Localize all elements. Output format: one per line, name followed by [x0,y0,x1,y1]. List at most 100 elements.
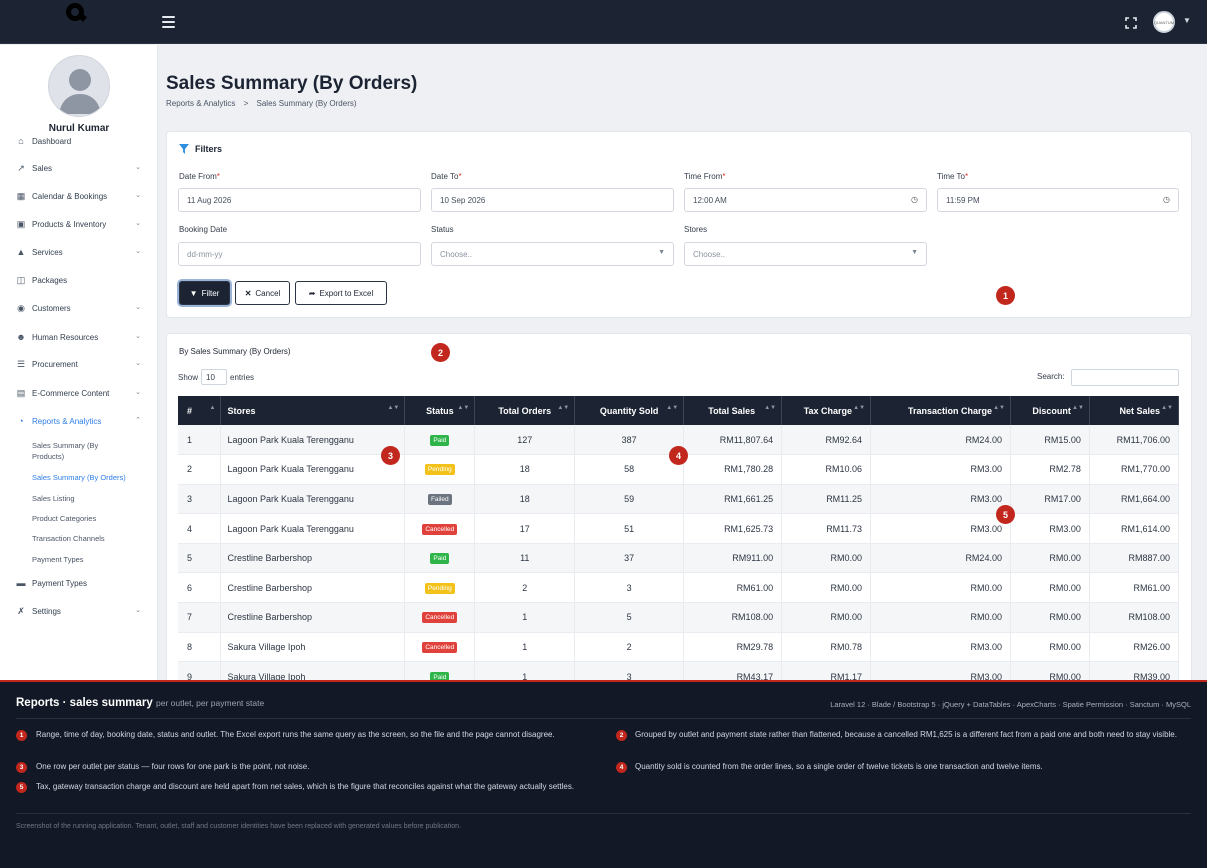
chevron-down-icon: ⌄ [135,333,141,340]
sidebar-item-services[interactable]: ▲ Services ⌄ [15,244,147,260]
sidebar-item-procurement[interactable]: ☰ Procurement ⌄ [15,356,147,372]
sidebar-item-reports[interactable]: ◔ Reports & Analytics ⌃ [15,413,147,429]
table-header-row: # ▲ Stores ▲▼ Status ▲▼ Total Orders ▲▼ Quan… [178,396,1180,425]
sidebar-item-packages[interactable]: ◫ Packages [15,272,147,288]
cell-qty: 3 [574,572,685,604]
footer-title: Reports · sales summary per outlet, per … [16,697,264,709]
col-header-total-sales[interactable]: Total Sales ▲▼ [683,396,783,425]
menu-toggle-icon[interactable] [162,16,175,28]
chevron-down-icon: ⌄ [135,164,141,171]
table-body: 1 Lagoon Park Kuala Terengganu Paid 127 387 R… [178,425,1180,692]
app-logo[interactable] [62,1,90,25]
cell-text: 2 [187,464,193,475]
cell-orders: 1 [474,632,576,663]
cell-status: Cancelled [404,513,476,544]
note-number: 5 [16,782,27,793]
cell-store: Crestline Barbershop [220,543,406,574]
booking-date-input[interactable]: dd-mm-yy [178,242,421,266]
table-row[interactable]: 7 Crestline Barbershop Cancelled 1 5 RM108.00… [178,602,1180,633]
cell-tax: RM10.06 [781,454,872,485]
submenu-sales-by-products[interactable]: Sales Summary (By Products) [32,441,99,461]
cell-text: Lagoon Park Kuala Terengganu [227,523,354,534]
user-avatar[interactable]: QUANTUM [1153,11,1175,33]
cell-text: RM10.06 [825,464,863,475]
cell-text: 5 [187,553,193,564]
fullscreen-icon[interactable] [1125,16,1137,29]
entries-select[interactable]: 10 [201,369,228,385]
sidebar-item-calendar[interactable]: ▦ Calendar & Bookings ⌄ [15,188,147,204]
table-row[interactable]: 6 Crestline Barbershop Pending 2 3 RM61.00 RM0… [178,572,1180,604]
cell-text: 2 [626,641,632,652]
chevron-down-icon[interactable]: ▼ [1183,16,1191,25]
chevron-down-icon: ⌄ [135,192,141,199]
cell-text: 127 [517,434,533,445]
chevron-down-icon: ▼ [658,249,665,256]
submenu-transaction-channels[interactable]: Transaction Channels [32,534,105,543]
cancel-button[interactable]: ✕ Cancel [235,281,290,305]
cell-text: RM911.00 [732,553,774,564]
stores-select[interactable]: Choose.. ▼ [684,242,927,266]
col-header-total-orders[interactable]: Total Orders ▲▼ [474,396,576,425]
table-row[interactable]: 1 Lagoon Park Kuala Terengganu Paid 127 387 R… [178,425,1180,456]
cell-text: 3 [187,493,193,504]
table-row[interactable]: 3 Lagoon Park Kuala Terengganu Failed 18 59 R… [178,484,1180,515]
sort-icon: ▲▼ [387,405,400,411]
cell-status: Pending [404,454,476,485]
breadcrumb-parent[interactable]: Reports & Analytics [166,99,236,108]
cell-text: RM0.00 [970,612,1002,623]
submenu-sales-listing[interactable]: Sales Listing [32,494,75,503]
sidebar-item-dashboard[interactable]: ⌂ Dashboard [15,133,147,149]
clock-icon[interactable]: ◷ [1163,195,1170,204]
col-header-transaction-charge[interactable]: Transaction Charge ▲▼ [870,396,1011,425]
sidebar-item-customers[interactable]: ◉ Customers ⌄ [15,300,147,316]
submenu-payment-types[interactable]: Payment Types [32,555,84,564]
date-from-input[interactable]: 11 Aug 2026 [178,188,421,212]
cell-qty: 51 [574,513,685,544]
sidebar-item-payment-types[interactable]: ▬ Payment Types [15,575,147,591]
users-icon: ☻ [16,332,26,342]
table-row[interactable]: 2 Lagoon Park Kuala Terengganu Pending 18 58… [178,454,1180,485]
col-header-stores[interactable]: Stores ▲▼ [220,396,406,425]
col-header-no[interactable]: # ▲ [178,396,222,425]
sidebar-item-sales[interactable]: ↗ Sales ⌄ [15,160,147,176]
cell-txn: RM0.00 [870,602,1011,633]
footer-note-5: Tax, gateway transaction charge and disc… [36,782,575,791]
sidebar-item-ecommerce[interactable]: ▤ E-Commerce Content ⌄ [15,385,147,401]
footer-subtitle: per outlet, per payment state [156,698,265,708]
cell-text: RM108.00 [1128,612,1170,623]
table-row[interactable]: 4 Lagoon Park Kuala Terengganu Cancelled 17… [178,513,1180,544]
clock-icon[interactable]: ◷ [911,195,918,204]
user-circle-icon: ◉ [17,302,25,313]
submenu-sales-by-orders[interactable]: Sales Summary (By Orders) [32,473,126,482]
col-header-quantity-sold[interactable]: Quantity Sold ▲▼ [574,396,685,425]
header-label: Status [426,405,454,416]
export-excel-button[interactable]: ➦ Export to Excel [295,281,387,305]
table-row[interactable]: 5 Crestline Barbershop Paid 11 37 RM911.00 RM0… [178,543,1180,574]
sidebar-item-hr[interactable]: ☻ Human Resources ⌄ [15,329,147,345]
col-header-net-sales[interactable]: Net Sales ▲▼ [1089,396,1180,425]
col-header-status[interactable]: Status ▲▼ [404,396,476,425]
cell-orders: 17 [474,513,576,544]
search-input[interactable] [1071,369,1179,386]
time-from-input[interactable]: 12:00 AM ◷ [684,188,927,212]
submenu-product-categories[interactable]: Product Categories [32,514,97,523]
cell-qty: 59 [574,484,685,515]
top-navbar: QUANTUM ▼ [0,0,1207,44]
footer-note-2: Grouped by outlet and payment state rath… [635,730,1177,739]
time-to-input[interactable]: 11:59 PM ◷ [937,188,1179,212]
note-number: 2 [616,730,627,741]
sidebar-item-label: E-Commerce Content [32,388,110,398]
cell-text: RM92.64 [825,434,863,445]
label-text: Date From [179,172,217,181]
filter-button[interactable]: ▼ Filter [179,281,230,305]
sidebar-item-products[interactable]: ▣ Products & Inventory ⌄ [15,216,147,232]
sidebar-item-settings[interactable]: ✗ Settings ⌄ [15,603,147,619]
status-select[interactable]: Choose.. ▼ [431,242,674,266]
cell-no: 7 [178,602,222,633]
status-badge: Pending [424,464,455,476]
table-row[interactable]: 8 Sakura Village Ipoh Cancelled 1 2 RM29.78 RM… [178,632,1180,663]
date-to-input[interactable]: 10 Sep 2026 [431,188,674,212]
col-header-tax-charge[interactable]: Tax Charge ▲▼ [781,396,872,425]
sidebar-item-label: Customers [32,303,71,313]
col-header-discount[interactable]: Discount ▲▼ [1010,396,1090,425]
